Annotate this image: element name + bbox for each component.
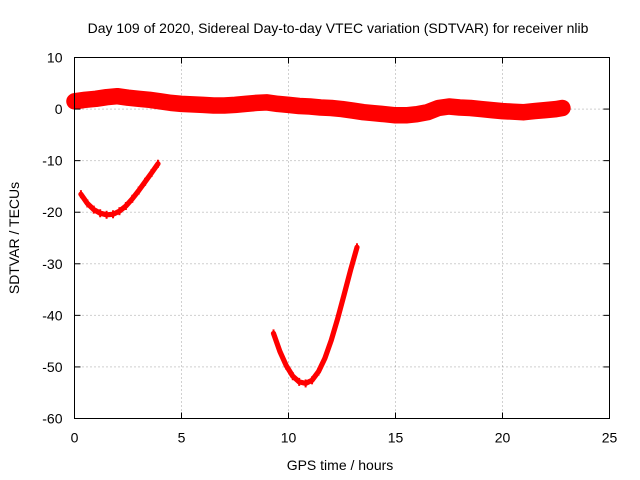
chart-title: Day 109 of 2020, Sidereal Day-to-day VTE… <box>88 20 589 36</box>
axis-ticks <box>74 57 610 419</box>
data-series <box>66 87 571 388</box>
y-tick-label: 10 <box>47 50 63 66</box>
series-line <box>78 161 161 218</box>
x-axis-title: GPS time / hours <box>287 457 394 473</box>
y-tick-label: 0 <box>55 101 63 117</box>
y-tick-label: -10 <box>42 153 62 169</box>
series-line <box>270 244 360 386</box>
y-axis-title: SDTVAR / TECUs <box>6 182 22 294</box>
series-early-arc <box>78 159 161 219</box>
x-tick-label: 15 <box>388 430 404 446</box>
x-tick-label: 0 <box>71 430 79 446</box>
y-tick-labels: 10 0 -10 -20 -30 -40 -50 -60 <box>42 50 62 427</box>
series-midday-arc <box>270 243 360 388</box>
y-tick-label: -50 <box>42 359 62 375</box>
y-tick-label: -30 <box>42 256 62 272</box>
series-near-zero-band <box>66 87 571 124</box>
series-line <box>66 87 571 124</box>
x-tick-label: 25 <box>602 430 618 446</box>
y-tick-label: -60 <box>42 411 62 427</box>
x-tick-label: 5 <box>178 430 186 446</box>
y-tick-label: -20 <box>42 204 62 220</box>
plot-frame <box>74 57 610 419</box>
x-tick-labels: 0 5 10 15 20 25 <box>71 430 618 446</box>
x-tick-label: 20 <box>495 430 511 446</box>
y-tick-label: -40 <box>42 307 62 323</box>
x-tick-label: 10 <box>281 430 297 446</box>
